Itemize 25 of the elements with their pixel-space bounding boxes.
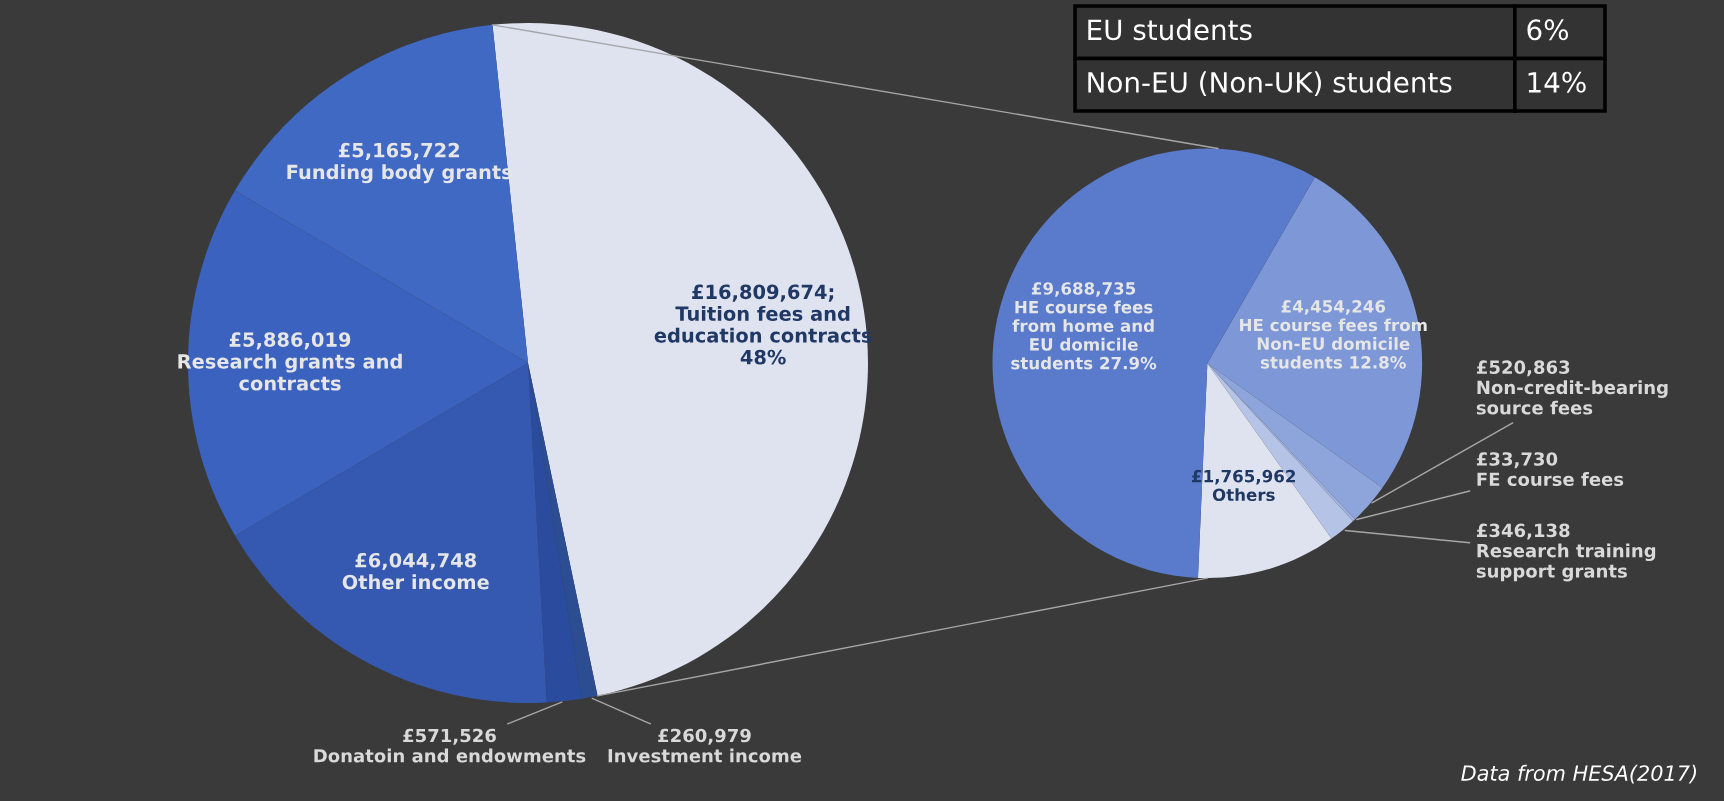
text: Data from HESA(2017) [1461,764,1697,784]
text: 14% [1528,71,1586,93]
slice-label: Investment income [608,748,802,763]
slice-label: Non-credit-bearing source fees [1476,380,1668,415]
slice-label: HE course fees from home and EU domicile students 27.9% [1011,300,1157,370]
data-label: £520,863 [1476,360,1570,377]
slice-label: Other income [342,574,489,590]
text: EU students [1088,18,1252,41]
data-label: £5,886,019 [229,332,351,350]
slice-label: Research training support grants [1476,543,1656,582]
slice-label: Others [1212,488,1275,502]
data-label: £33,730 [1476,452,1558,469]
data-label: £346,138 [1476,523,1570,540]
data-label: £4,454,246 [1281,300,1386,315]
pie-slice [528,363,598,699]
data-label: £5,165,722 [338,142,460,161]
data-label: £571,526 [403,728,496,745]
slice-label: Donatoin and endowments [314,748,586,763]
text: 6% [1527,19,1569,41]
data-label: £16,809,674; [692,284,834,302]
data-label: £9,688,735 [1031,282,1136,297]
data-label: £6,044,748 [355,552,477,571]
slice-label: FE course fees [1477,472,1624,487]
text: Non-EU (Non-UK) students [1088,71,1452,97]
data-label: £260,979 [658,728,751,745]
